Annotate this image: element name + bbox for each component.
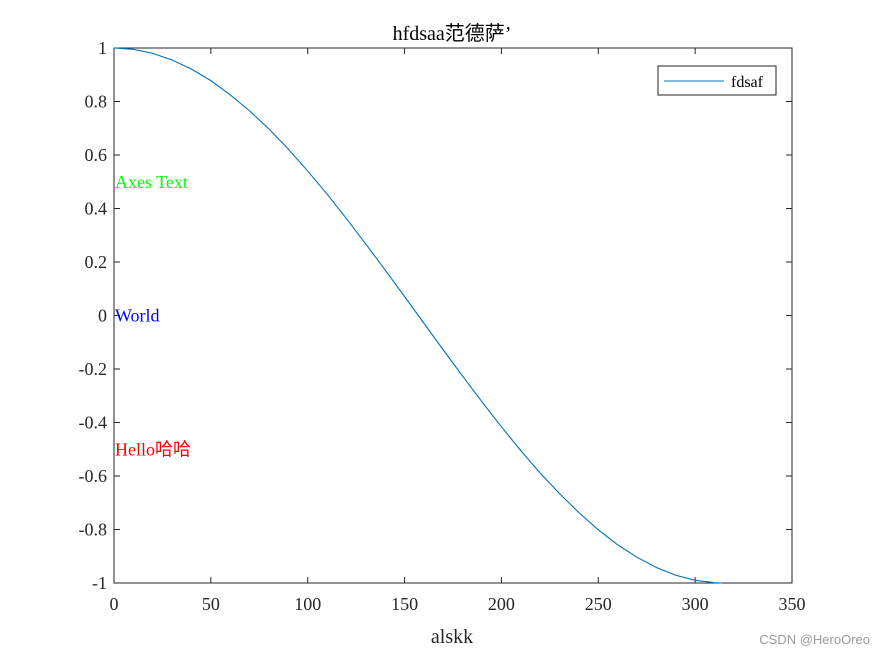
y-tick-label--1: -1 — [92, 573, 107, 593]
x-tick-label-350: 350 — [779, 594, 806, 614]
legend: fdsaf — [657, 65, 777, 96]
watermark: CSDN @HeroOreo — [759, 632, 870, 647]
y-tick-label-0.4: 0.4 — [85, 199, 108, 219]
y-tick-label--0.6: -0.6 — [79, 466, 108, 486]
y-tick-label-0.6: 0.6 — [85, 145, 108, 165]
annotation-2: World — [115, 306, 160, 326]
x-tick-label-150: 150 — [391, 594, 418, 614]
x-tick-label-0: 0 — [110, 594, 119, 614]
x-tick-label-100: 100 — [294, 594, 321, 614]
y-tick-label-0.8: 0.8 — [85, 92, 108, 112]
y-tick-label--0.2: -0.2 — [79, 359, 108, 379]
chart-title: hfdsaa范德萨’ — [393, 22, 512, 45]
annotation-1: Axes Text — [115, 172, 188, 192]
x-tick-label-300: 300 — [682, 594, 709, 614]
x-axis-label: alskk — [431, 626, 473, 648]
legend-label-fdsaf: fdsaf — [731, 74, 764, 91]
series-line-fdsaf — [113, 47, 723, 584]
y-tick-label--0.4: -0.4 — [79, 413, 108, 433]
axes-box — [113, 47, 793, 584]
y-tick-label--0.8: -0.8 — [79, 520, 108, 540]
plot-area: 0 50 100 150 200 250 300 350 -1 -0.8 -0.6 -0.4 -0.2 0… — [79, 38, 806, 614]
x-tick-label-250: 250 — [585, 594, 612, 614]
y-tick-label-0.2: 0.2 — [85, 252, 108, 272]
y-tick-label-0: 0 — [98, 306, 107, 326]
annotation-3: Hello哈哈 — [115, 439, 191, 459]
x-tick-label-50: 50 — [202, 594, 220, 614]
y-tick-label-1: 1 — [98, 38, 107, 58]
x-tick-label-200: 200 — [488, 594, 515, 614]
